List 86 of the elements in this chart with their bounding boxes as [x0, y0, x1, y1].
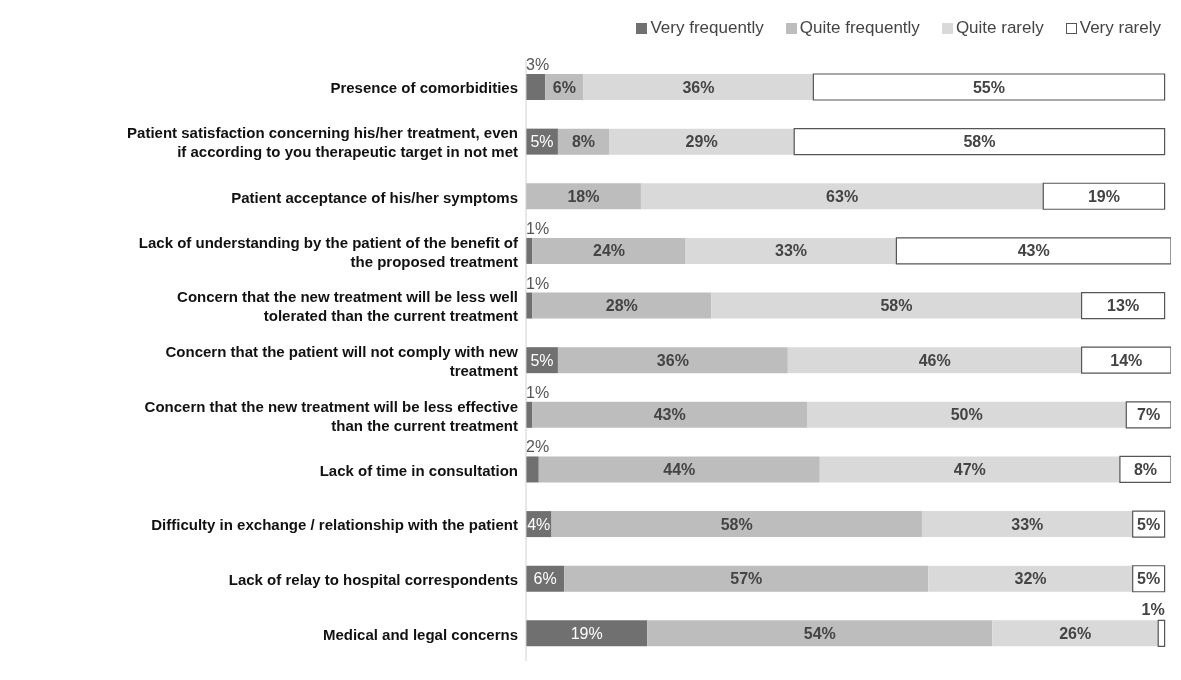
bar: [812, 73, 1166, 101]
bar: [532, 292, 712, 319]
bar: [992, 620, 1159, 647]
data-label: 6%: [552, 78, 576, 96]
bar: [526, 456, 539, 483]
data-label: 33%: [1011, 515, 1044, 533]
data-label: 33%: [775, 242, 808, 260]
bar: [928, 565, 1133, 592]
data-label: 5%: [1137, 570, 1161, 588]
bar: [532, 401, 807, 428]
data-label: 43%: [1017, 242, 1050, 260]
y-tick-label: Lack of time in consultation: [319, 461, 518, 479]
bar: [526, 74, 546, 100]
y-tick-label: Medical and legal concerns: [322, 625, 518, 643]
data-label: 46%: [918, 351, 951, 369]
bar: [640, 183, 1044, 210]
bar: [793, 128, 1166, 156]
bar: [647, 620, 993, 647]
data-label: 36%: [656, 351, 689, 369]
data-label: 13%: [1107, 297, 1140, 315]
y-tick-label: Difficulty in exchange / relationship with the patient: [151, 515, 518, 533]
data-label: 32%: [1014, 570, 1047, 588]
y-tick-label: Concern that the patient will not comply with new treatment: [165, 342, 519, 379]
data-label: 55%: [972, 78, 1006, 96]
data-label: 1%: [526, 219, 550, 237]
data-label: 18%: [567, 187, 600, 205]
bar: [532, 237, 686, 264]
legend-label: Very frequently: [649, 18, 764, 38]
data-label: 5%: [530, 133, 554, 151]
legend-label: Quite frequently: [798, 18, 920, 38]
data-label: 44%: [663, 460, 696, 478]
data-label: 8%: [1133, 460, 1158, 478]
y-tick-label: Concern that the new treatment will be less well tolerated than the current treatment: [177, 287, 518, 324]
data-label: 28%: [605, 297, 638, 315]
data-label: 19%: [1087, 187, 1120, 205]
data-label: 8%: [571, 133, 596, 151]
data-label: 4%: [527, 515, 551, 533]
bar: [685, 237, 897, 264]
data-label: 19%: [570, 624, 603, 642]
data-label: 58%: [880, 297, 913, 315]
bar: [806, 401, 1127, 428]
legend-label: Very rarely: [1078, 18, 1161, 38]
bar: [1157, 619, 1166, 647]
bar: [526, 620, 648, 647]
data-label: 26%: [1059, 624, 1092, 642]
data-label: 1%: [526, 383, 550, 401]
data-label: 36%: [682, 78, 715, 96]
y-tick-label: Lack of relay to hospital correspondents: [228, 570, 518, 588]
bar: [557, 347, 788, 374]
y-tick-label: Concern that the new treatment will be less effective than the current treatment: [144, 397, 518, 434]
data-label: 50%: [950, 406, 983, 424]
legend-label: Quite rarely: [954, 18, 1044, 38]
bar: [609, 128, 795, 155]
data-label: 58%: [963, 133, 996, 151]
data-label: 1%: [1141, 601, 1165, 619]
bar: [1042, 182, 1166, 210]
bar: [538, 456, 820, 483]
data-label: 5%: [1137, 515, 1161, 533]
data-label: 3%: [526, 56, 550, 73]
data-label: 43%: [653, 406, 686, 424]
bar: [526, 183, 641, 210]
bar: [711, 292, 1082, 319]
y-tick-label: Presence of comorbidities: [330, 78, 518, 96]
data-label: 57%: [730, 570, 763, 588]
data-label: 14%: [1110, 351, 1143, 369]
data-label: 29%: [685, 133, 718, 151]
data-label: 7%: [1137, 406, 1161, 424]
bar: [564, 565, 929, 592]
data-label: 58%: [720, 515, 753, 533]
data-label: 5%: [530, 351, 554, 369]
y-tick-label: Patient satisfaction concerning his/her treatment, even if according to you therapeutic target in not met: [127, 123, 518, 160]
bar: [583, 74, 814, 100]
bar: [895, 237, 1171, 265]
data-label: 54%: [803, 624, 836, 642]
data-label: 1%: [526, 274, 550, 292]
data-label: 47%: [953, 460, 986, 478]
y-tick-label: Patient acceptance of his/her symptoms: [231, 188, 518, 206]
bar: [551, 511, 922, 538]
data-label: 2%: [526, 438, 550, 456]
data-label: 63%: [826, 187, 859, 205]
bar: [921, 511, 1133, 538]
bar: [819, 456, 1120, 483]
data-label: 6%: [533, 570, 557, 588]
y-tick-label: Lack of understanding by the patient of the benefit of the proposed treatment: [138, 233, 519, 270]
data-label: 24%: [593, 242, 626, 260]
bar: [787, 347, 1082, 374]
